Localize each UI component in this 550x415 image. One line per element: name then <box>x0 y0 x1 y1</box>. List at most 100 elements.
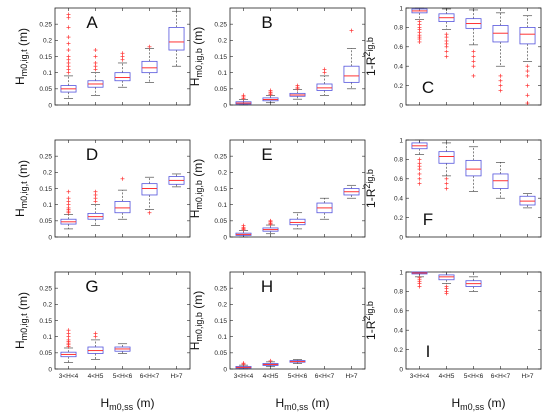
box-2 <box>87 48 104 96</box>
outlier-marker <box>93 331 98 336</box>
y-tick-label: 1 <box>399 5 403 12</box>
outlier-marker <box>471 54 476 59</box>
box-1 <box>411 7 428 44</box>
box-2 <box>262 218 279 235</box>
y-tick-label: 0 <box>48 102 52 109</box>
outlier-marker <box>444 186 449 191</box>
panel-b: 0 0.05 0.1 0.15 0.2 0.25 B Hm0,ig,b (m) <box>188 7 366 109</box>
outlier-marker <box>295 83 300 88</box>
y-tick-label: 0.6 <box>394 44 403 51</box>
outlier-marker <box>498 83 503 88</box>
outlier-marker <box>66 41 71 46</box>
y-tick-label: 0.1 <box>43 202 52 209</box>
outlier-marker <box>498 88 503 93</box>
y-tick-label: 0.2 <box>218 302 227 309</box>
box-4 <box>492 162 509 199</box>
y-tick-label: 0.25 <box>214 285 227 292</box>
outlier-marker <box>525 101 530 106</box>
panel-letter: F <box>423 210 433 229</box>
y-tick-label: 0.2 <box>43 38 52 45</box>
x-tick-label: 3<H<4 <box>234 373 254 380</box>
box-1 <box>60 328 77 363</box>
x-tick-label: 3<H<4 <box>410 373 430 380</box>
outlier-marker <box>444 181 449 186</box>
outlier-marker <box>471 49 476 54</box>
outlier-marker <box>444 176 449 181</box>
outlier-marker <box>471 59 476 64</box>
outlier-marker <box>525 83 530 88</box>
outlier-marker <box>417 181 422 186</box>
panel-letter: I <box>426 342 431 361</box>
box-5 <box>343 184 360 199</box>
y-axis-label: 1-R2ig,b <box>362 169 378 208</box>
outlier-marker <box>66 189 71 194</box>
outlier-marker <box>349 28 354 33</box>
outlier-marker <box>66 328 71 333</box>
x-tick-label: 4<H5 <box>439 373 455 380</box>
panel-letter: D <box>86 145 98 164</box>
panel-a: 0 0.05 0.1 0.15 0.2 0.25 A Hm0,ig,t (m) <box>13 7 191 109</box>
y-tick-label: 0.6 <box>394 176 403 183</box>
panel-h: 0 0.05 0.1 0.15 0.2 0.25 3<H<4 4<H5 5<H<6 6<H<7 H>… <box>188 271 366 380</box>
y-tick-label: 0.8 <box>394 289 403 296</box>
box-2 <box>438 8 455 59</box>
x-tick-label: 6<H<7 <box>315 373 335 380</box>
box-3 <box>114 176 131 220</box>
outlier-marker <box>147 44 152 49</box>
box-2 <box>262 88 279 104</box>
box-5 <box>343 28 360 90</box>
box-2 <box>87 331 104 360</box>
outlier-marker <box>417 157 422 162</box>
outlier-marker <box>417 171 422 176</box>
iqr-box <box>114 201 131 214</box>
x-tick-label: 5<H<6 <box>288 373 308 380</box>
outlier-marker <box>268 88 273 93</box>
panel-letter: B <box>261 13 272 32</box>
box-2 <box>438 271 455 296</box>
outlier-marker <box>322 67 327 72</box>
box-4 <box>316 67 333 96</box>
y-axis-label: 1-R2ig,b <box>362 301 378 340</box>
outlier-marker <box>498 73 503 78</box>
plot-area <box>54 139 191 238</box>
x-tick-label: 5<H<6 <box>113 373 133 380</box>
y-tick-label: 0 <box>223 234 227 241</box>
panel-f: 0 0.2 0.4 0.6 0.8 1 F 1-R2ig,b <box>362 137 542 241</box>
outlier-marker <box>471 73 476 78</box>
y-tick-label: 0.4 <box>394 64 403 71</box>
outlier-marker <box>268 218 273 223</box>
iqr-box <box>465 159 482 177</box>
y-tick-label: 0 <box>48 234 52 241</box>
box-3 <box>465 276 482 292</box>
box-1 <box>235 361 252 370</box>
outlier-marker <box>471 64 476 69</box>
y-axis-label: Hm0,ig,t (m) <box>13 28 30 85</box>
y-axis-label: Hm0,ig,b (m) <box>188 291 205 351</box>
outlier-marker <box>66 12 71 17</box>
box-3 <box>289 359 306 364</box>
y-tick-label: 0.25 <box>39 285 52 292</box>
y-tick-label: 0.6 <box>394 308 403 315</box>
panel-e: 0 0.05 0.1 0.15 0.2 0.25 E Hm0,ig,b (m) <box>188 139 366 241</box>
outlier-marker <box>93 54 98 59</box>
outlier-marker <box>120 51 125 56</box>
x-tick-label: 6<H<7 <box>140 373 160 380</box>
y-tick-label: 0.05 <box>39 350 52 357</box>
iqr-box <box>141 60 158 74</box>
outlier-marker <box>417 176 422 181</box>
y-tick-label: 0.05 <box>214 350 227 357</box>
outlier-marker <box>66 48 71 53</box>
box-3 <box>114 343 131 354</box>
iqr-box <box>438 151 455 164</box>
box-2 <box>262 358 279 368</box>
y-tick-label: 0.25 <box>39 153 52 160</box>
box-4 <box>492 12 509 93</box>
box-4 <box>141 44 158 83</box>
outlier-marker <box>268 358 273 363</box>
y-tick-label: 0.15 <box>39 54 52 61</box>
y-tick-label: 0.25 <box>214 153 227 160</box>
outlier-marker <box>120 176 125 181</box>
y-tick-label: 0.2 <box>218 38 227 45</box>
outlier-marker <box>525 64 530 69</box>
y-tick-label: 0 <box>223 102 227 109</box>
